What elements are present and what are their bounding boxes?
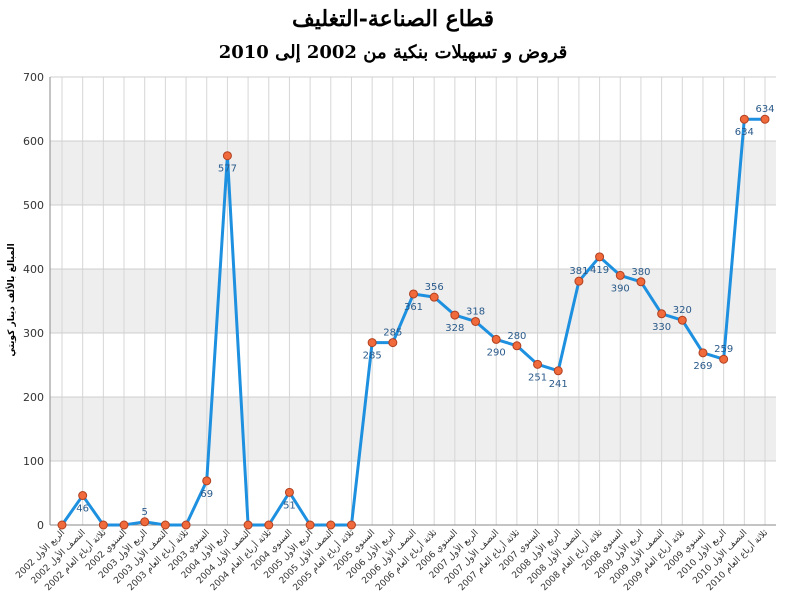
data-point	[388, 338, 398, 348]
data-label: 280	[507, 331, 526, 342]
data-point	[698, 348, 708, 358]
data-point	[719, 354, 729, 364]
data-label: 320	[673, 305, 692, 316]
data-point	[181, 520, 191, 530]
data-point	[615, 270, 625, 280]
data-point	[78, 491, 88, 501]
data-label: 51	[283, 500, 296, 511]
data-label: 356	[425, 282, 444, 293]
data-point	[636, 277, 646, 287]
data-point	[98, 520, 108, 530]
data-point	[657, 309, 667, 319]
data-point	[367, 338, 377, 348]
data-point	[677, 315, 687, 325]
y-tick-label: 500	[23, 199, 44, 212]
data-point	[305, 520, 315, 530]
data-label: 361	[404, 302, 423, 313]
data-point	[160, 520, 170, 530]
data-label: 46	[76, 504, 89, 515]
data-point	[760, 114, 770, 124]
data-point	[222, 151, 232, 161]
data-point	[512, 341, 522, 351]
data-point	[140, 517, 150, 527]
y-tick-label: 600	[23, 135, 44, 148]
data-point	[119, 520, 129, 530]
data-point	[243, 520, 253, 530]
y-tick-label: 200	[23, 391, 44, 404]
data-point	[450, 310, 460, 320]
data-label: 330	[652, 322, 671, 333]
data-label: 380	[631, 267, 650, 278]
chart-subtitle: قروض و تسهيلات بنكية من 2002 إلى 2010	[219, 42, 568, 63]
data-label: 290	[487, 347, 506, 358]
y-tick-label: 300	[23, 327, 44, 340]
data-label: 419	[590, 265, 609, 276]
y-tick-label: 700	[23, 71, 44, 84]
data-point	[574, 276, 584, 286]
data-label: 241	[549, 379, 568, 390]
data-label: 285	[383, 328, 402, 339]
y-tick-label: 0	[37, 519, 44, 532]
data-point	[739, 114, 749, 124]
data-label: 69	[200, 489, 213, 500]
data-point	[553, 366, 563, 376]
data-point	[264, 520, 274, 530]
data-point	[57, 520, 67, 530]
data-label: 259	[714, 344, 733, 355]
data-label: 5	[142, 507, 148, 518]
data-label: 634	[755, 104, 774, 115]
data-label: 251	[528, 372, 547, 383]
chart-title: قطاع الصناعة-التغليف	[292, 6, 494, 32]
data-point	[284, 487, 294, 497]
y-axis-label: المبالغ بالألف دينار كويتي	[5, 243, 17, 356]
data-label: 328	[445, 323, 464, 334]
data-point	[429, 292, 439, 302]
data-label: 285	[363, 351, 382, 362]
data-point	[595, 252, 605, 262]
data-point	[533, 359, 543, 369]
data-label: 390	[611, 283, 630, 294]
y-tick-label: 100	[23, 455, 44, 468]
data-point	[471, 316, 481, 326]
y-tick-label: 400	[23, 263, 44, 276]
data-label: 381	[569, 266, 588, 277]
data-point	[346, 520, 356, 530]
data-point	[202, 476, 212, 486]
data-label: 577	[218, 164, 237, 175]
data-point	[491, 334, 501, 344]
data-label: 269	[693, 361, 712, 372]
data-point	[409, 289, 418, 299]
data-label: 634	[735, 127, 754, 138]
data-label: 318	[466, 306, 485, 317]
data-point	[326, 520, 336, 530]
